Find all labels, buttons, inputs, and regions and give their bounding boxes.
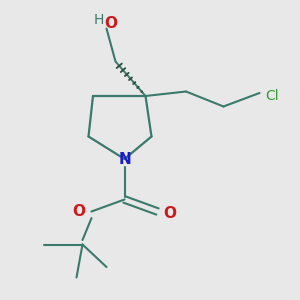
Text: N: N — [118, 152, 131, 166]
Text: Cl: Cl — [266, 89, 279, 103]
Text: O: O — [104, 16, 118, 32]
Text: H: H — [94, 13, 104, 26]
Text: O: O — [72, 204, 85, 219]
Text: O: O — [164, 206, 176, 220]
